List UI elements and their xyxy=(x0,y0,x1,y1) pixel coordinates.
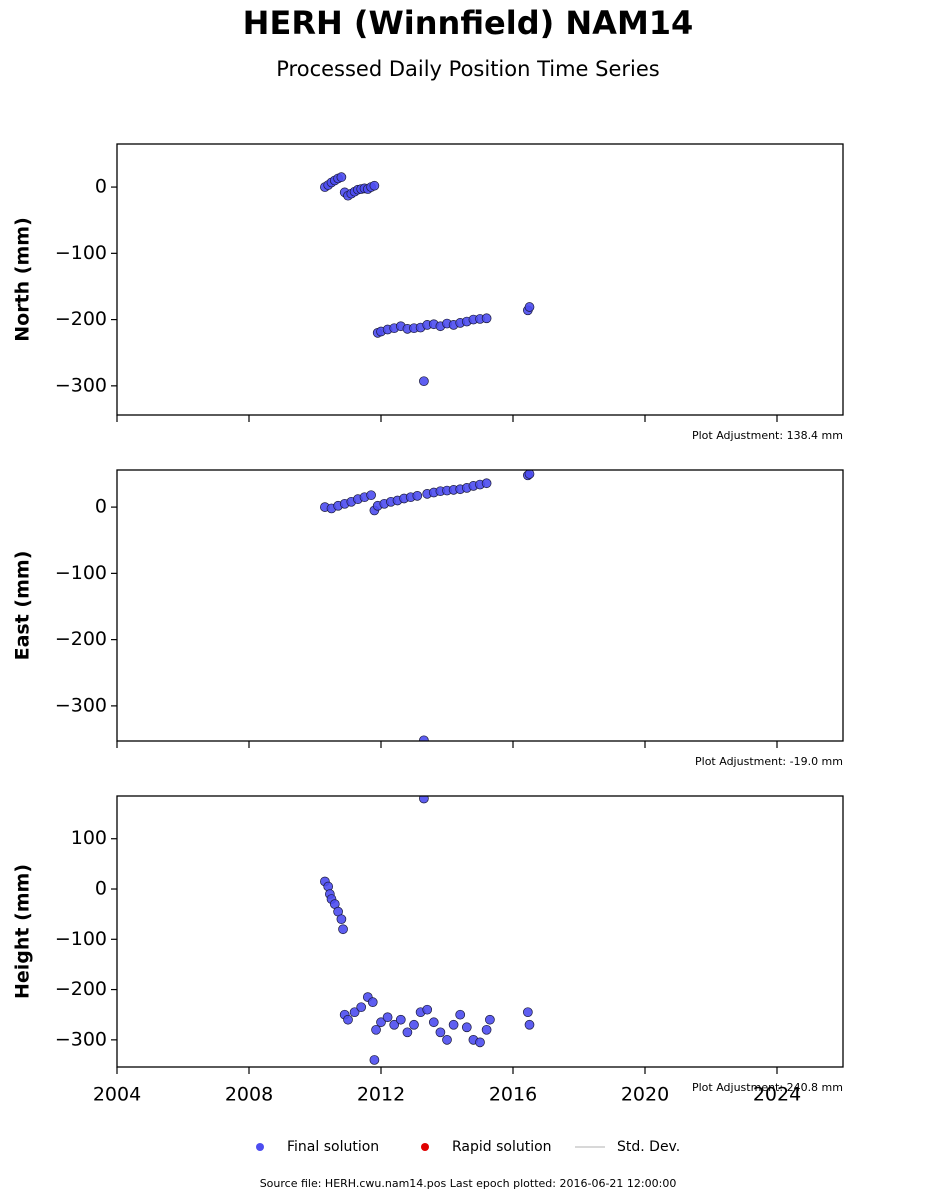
source-note: Source file: HERH.cwu.nam14.pos Last epo… xyxy=(260,1177,677,1190)
point xyxy=(338,924,348,935)
y-tick-label: −100 xyxy=(55,928,107,950)
point xyxy=(409,1019,419,1030)
point xyxy=(343,1014,353,1025)
x-tick-label: 2024 xyxy=(753,1084,801,1106)
x-tick-label: 2016 xyxy=(489,1084,537,1106)
point xyxy=(369,1055,380,1065)
x-tick-label: 2020 xyxy=(621,1084,669,1106)
plot-points xyxy=(320,796,535,1065)
legend-label: Final solution xyxy=(287,1139,379,1155)
figure-subtitle: Processed Daily Position Time Series xyxy=(276,57,660,81)
point xyxy=(371,1024,381,1035)
figure-title: HERH (Winnfield) NAM14 xyxy=(243,4,694,42)
y-axis-label: North (mm) xyxy=(12,217,34,342)
y-tick-label: −300 xyxy=(55,694,107,716)
y-tick-label: −300 xyxy=(55,374,107,396)
point xyxy=(481,478,492,489)
annotation: Plot Adjustment: -19.0 mm xyxy=(695,755,843,768)
point xyxy=(369,180,380,191)
point xyxy=(481,313,492,324)
y-tick-label: 0 xyxy=(95,878,107,900)
plot-frame xyxy=(116,795,844,1068)
point xyxy=(419,376,429,387)
point xyxy=(524,470,535,479)
point xyxy=(461,1022,472,1033)
annotation: Plot Adjustment: 240.8 mm xyxy=(692,1081,843,1094)
x-tick-label: 2008 xyxy=(225,1084,273,1106)
plot-points xyxy=(320,172,535,387)
y-tick-label: 0 xyxy=(95,176,107,198)
point xyxy=(336,914,347,925)
y-tick-label: −200 xyxy=(55,308,107,330)
annotation: Plot Adjustment: 138.4 mm xyxy=(692,429,843,442)
point xyxy=(356,1002,367,1013)
point xyxy=(442,1034,452,1045)
y-tick-label: −100 xyxy=(55,242,107,264)
plot-frame xyxy=(116,469,844,742)
point xyxy=(428,1017,439,1028)
point xyxy=(524,1019,535,1030)
point xyxy=(475,1037,485,1048)
point xyxy=(435,1027,446,1038)
y-axis-label: East (mm) xyxy=(12,551,34,661)
y-tick-label: −300 xyxy=(55,1028,107,1050)
point xyxy=(402,1027,413,1038)
point xyxy=(481,1024,492,1035)
point xyxy=(422,1004,433,1015)
y-axis-label: Height (mm) xyxy=(12,864,34,999)
legend-label: Std. Dev. xyxy=(617,1139,680,1155)
point xyxy=(522,1007,533,1018)
point xyxy=(412,490,423,501)
y-tick-label: −200 xyxy=(55,628,107,650)
point xyxy=(366,490,376,501)
y-tick-label: −200 xyxy=(55,978,107,1000)
plot-points xyxy=(320,470,535,741)
point xyxy=(485,1014,495,1025)
point xyxy=(455,1009,466,1020)
point xyxy=(349,1007,360,1018)
plot-frame xyxy=(116,143,844,416)
point xyxy=(419,735,429,741)
point xyxy=(382,1012,393,1023)
x-tick-label: 2012 xyxy=(357,1084,405,1106)
point xyxy=(419,796,429,804)
point xyxy=(389,1019,400,1030)
point xyxy=(448,1019,459,1030)
legend-marker xyxy=(421,1143,429,1151)
legend-marker xyxy=(256,1143,264,1151)
point xyxy=(395,1014,406,1025)
y-tick-label: −100 xyxy=(55,562,107,584)
point xyxy=(524,302,535,312)
x-tick-label: 2004 xyxy=(93,1084,141,1106)
point xyxy=(367,997,378,1007)
point xyxy=(376,1017,386,1028)
y-tick-label: 100 xyxy=(71,827,107,849)
point xyxy=(336,172,347,182)
legend-label: Rapid solution xyxy=(452,1139,552,1155)
y-tick-label: 0 xyxy=(95,496,107,518)
